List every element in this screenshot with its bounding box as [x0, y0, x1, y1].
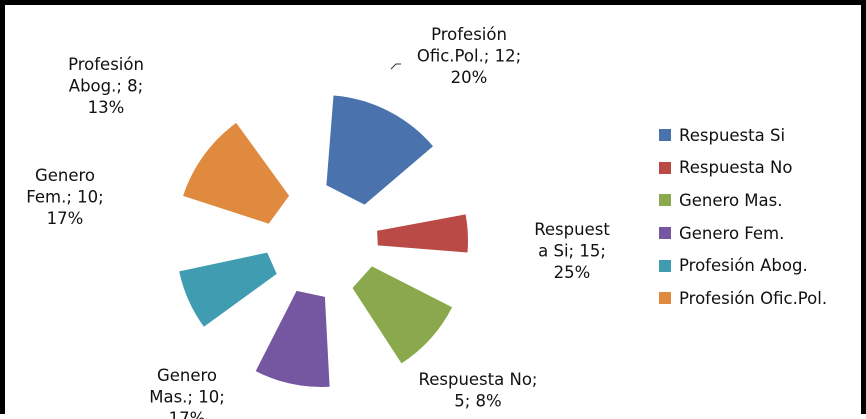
- pie-data-labels: Respuest a Si; 15; 25% Respuesta No; 5; 8% Ge…: [26, 25, 610, 419]
- legend: Respuesta Si Respuesta No Genero Mas. Ge…: [659, 119, 827, 315]
- slice-data-label: Profesión Ofic.Pol.; 12; 20%: [417, 25, 521, 87]
- slice-data-label: Respuesta No; 5; 8%: [419, 370, 538, 411]
- legend-label: Profesión Abog.: [679, 256, 808, 276]
- legend-label: Genero Mas.: [679, 190, 783, 210]
- legend-label: Respuesta Si: [679, 125, 786, 145]
- legend-swatch: [659, 161, 671, 174]
- pie-chart: Respuest a Si; 15; 25% Respuesta No; 5; 8% Ge…: [26, 25, 610, 419]
- legend-swatch: [659, 292, 671, 305]
- slice-data-label: Genero Mas.; 10; 17%: [149, 366, 225, 419]
- legend-item: Genero Fem.: [659, 217, 827, 250]
- legend-swatch: [659, 129, 671, 142]
- legend-item: Profesión Abog.: [659, 249, 827, 282]
- legend-item: Profesión Ofic.Pol.: [659, 282, 827, 315]
- legend-label: Profesión Ofic.Pol.: [679, 288, 828, 308]
- legend-item: Respuesta Si: [659, 119, 827, 152]
- legend-swatch: [659, 259, 671, 272]
- slice-data-label: Respuest a Si; 15; 25%: [534, 220, 610, 282]
- legend-swatch: [659, 227, 671, 240]
- pie-slice: [352, 266, 453, 364]
- pie-slice: [255, 290, 330, 388]
- pie-slice: [326, 95, 433, 205]
- slice-data-label: Profesión Abog.; 8; 13%: [68, 55, 144, 117]
- pie-slices: [179, 95, 468, 388]
- legend-label: Genero Fem.: [679, 223, 785, 243]
- pie-slice: [179, 252, 277, 327]
- leader-line: [390, 63, 401, 70]
- slice-data-label: Genero Fem.; 10; 17%: [26, 166, 103, 228]
- legend-item: Respuesta No: [659, 152, 827, 185]
- legend-item: Genero Mas.: [659, 184, 827, 217]
- legend-label: Respuesta No: [679, 158, 793, 178]
- pie-slice: [183, 122, 290, 224]
- legend-swatch: [659, 194, 671, 207]
- pie-slice: [377, 214, 468, 253]
